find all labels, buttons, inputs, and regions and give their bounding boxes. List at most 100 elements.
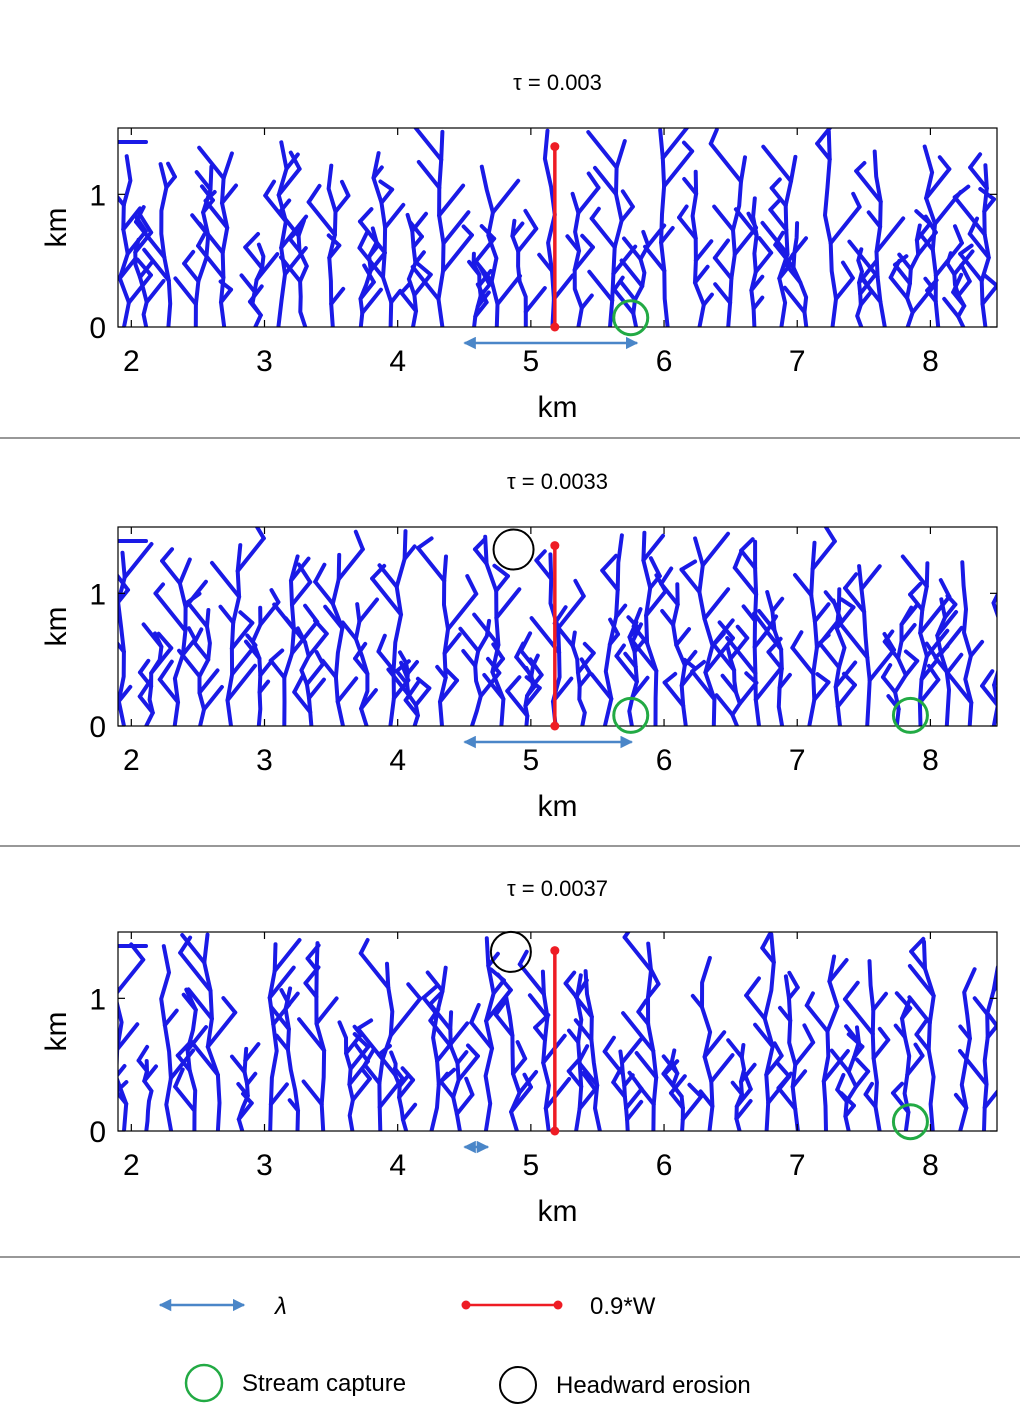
river-channel bbox=[296, 218, 310, 327]
river-tributary bbox=[726, 1038, 744, 1060]
river-tributary bbox=[659, 226, 675, 245]
river-tributary bbox=[268, 648, 285, 663]
river-tributary bbox=[958, 251, 984, 283]
river-tributary bbox=[138, 670, 154, 689]
y-axis-label: km bbox=[40, 1012, 73, 1052]
river-tributary bbox=[693, 239, 714, 263]
stream-capture-marker bbox=[891, 1103, 929, 1141]
river-channel bbox=[470, 618, 492, 726]
river-tributary bbox=[443, 667, 459, 683]
river-tributary bbox=[662, 1072, 675, 1087]
river-tributary bbox=[703, 636, 735, 675]
legend-headward-symbol bbox=[499, 1366, 537, 1404]
river-tributary bbox=[958, 243, 974, 256]
river-tributary bbox=[985, 1023, 997, 1040]
river-tributary bbox=[631, 624, 650, 646]
river-tributary bbox=[669, 1091, 685, 1110]
river-tributary bbox=[769, 186, 788, 208]
river-tributary bbox=[996, 614, 997, 618]
river-tributary bbox=[833, 660, 858, 689]
river-tributary bbox=[863, 1092, 878, 1109]
river-tributary bbox=[891, 1081, 904, 1095]
river-tributary bbox=[702, 1030, 727, 1059]
river-tributary bbox=[577, 1087, 598, 1111]
river-tributary bbox=[893, 262, 912, 286]
legend-width-dot bbox=[461, 1300, 471, 1310]
river-channel bbox=[917, 561, 930, 726]
river-tributary bbox=[854, 1069, 871, 1089]
river-tributary bbox=[416, 536, 434, 550]
river-tributary bbox=[267, 965, 296, 1000]
river-tributary bbox=[326, 233, 342, 248]
river-tributary bbox=[523, 286, 547, 314]
river-tributary bbox=[713, 282, 733, 305]
river-tributary bbox=[305, 943, 321, 961]
x-tick-label: 8 bbox=[922, 744, 939, 777]
river-tributary bbox=[306, 631, 329, 659]
river-tributary bbox=[394, 659, 411, 673]
river-tributary bbox=[893, 254, 909, 267]
river-tributary bbox=[490, 656, 505, 674]
width-marker-end bbox=[550, 541, 560, 551]
river-tributary bbox=[972, 996, 990, 1016]
river-tributary bbox=[552, 605, 568, 626]
x-tick-label: 2 bbox=[123, 744, 140, 777]
river-tributary bbox=[768, 197, 783, 212]
river-tributary bbox=[514, 655, 534, 678]
river-tributary bbox=[918, 594, 952, 635]
river-tributary bbox=[812, 680, 831, 702]
river-tributary bbox=[474, 260, 494, 284]
river-tributary bbox=[243, 232, 260, 250]
river-tributary bbox=[376, 1043, 392, 1057]
river-tributary bbox=[682, 649, 698, 668]
river-tributary bbox=[421, 984, 439, 1000]
river-tributary bbox=[196, 232, 207, 248]
river-tributary bbox=[893, 1023, 907, 1040]
river-tributary bbox=[230, 1054, 247, 1075]
river-tributary bbox=[733, 207, 759, 238]
river-tributary bbox=[313, 562, 327, 584]
river-tributary bbox=[362, 263, 376, 285]
river-tributary bbox=[852, 1044, 865, 1059]
width-marker-end bbox=[550, 721, 560, 731]
river-channel bbox=[388, 529, 408, 726]
x-tick-label: 7 bbox=[789, 345, 806, 378]
river-tributary bbox=[344, 1032, 363, 1056]
river-tributary bbox=[777, 672, 792, 690]
river-tributary bbox=[677, 204, 689, 220]
x-axis-label: km bbox=[538, 790, 578, 823]
river-tributary bbox=[238, 610, 255, 625]
river-tributary bbox=[622, 1073, 635, 1088]
river-tributary bbox=[397, 1078, 415, 1100]
river-tributary bbox=[614, 654, 639, 684]
river-tributary bbox=[413, 128, 444, 162]
river-tributary bbox=[843, 572, 859, 591]
river-tributary bbox=[815, 672, 831, 685]
river-tributary bbox=[277, 198, 292, 215]
river-tributary bbox=[589, 206, 601, 221]
river-tributary bbox=[734, 1087, 753, 1109]
river-tributary bbox=[945, 652, 964, 675]
river-tributary bbox=[908, 582, 923, 597]
river-tributary bbox=[118, 1064, 127, 1078]
river-tributary bbox=[205, 1010, 238, 1049]
legend-headward-label: Headward erosion bbox=[556, 1372, 751, 1399]
river-channel bbox=[982, 965, 997, 1131]
river-tributary bbox=[980, 683, 997, 708]
river-tributary bbox=[186, 987, 214, 1021]
river-tributary bbox=[968, 152, 983, 170]
river-tributary bbox=[314, 996, 339, 1026]
river-tributary bbox=[313, 618, 329, 636]
river-tributary bbox=[611, 1080, 627, 1099]
river-tributary bbox=[968, 639, 985, 658]
river-tributary bbox=[160, 547, 174, 563]
x-tick-label: 6 bbox=[656, 345, 673, 378]
headward-erosion-marker bbox=[492, 528, 535, 571]
river-tributary bbox=[607, 632, 620, 647]
river-tributary bbox=[441, 210, 471, 246]
river-tributary bbox=[1000, 648, 1013, 664]
river-tributary bbox=[951, 290, 967, 308]
river-tributary bbox=[835, 1087, 849, 1104]
river-tributary bbox=[173, 1067, 185, 1089]
river-tributary bbox=[493, 1012, 515, 1038]
